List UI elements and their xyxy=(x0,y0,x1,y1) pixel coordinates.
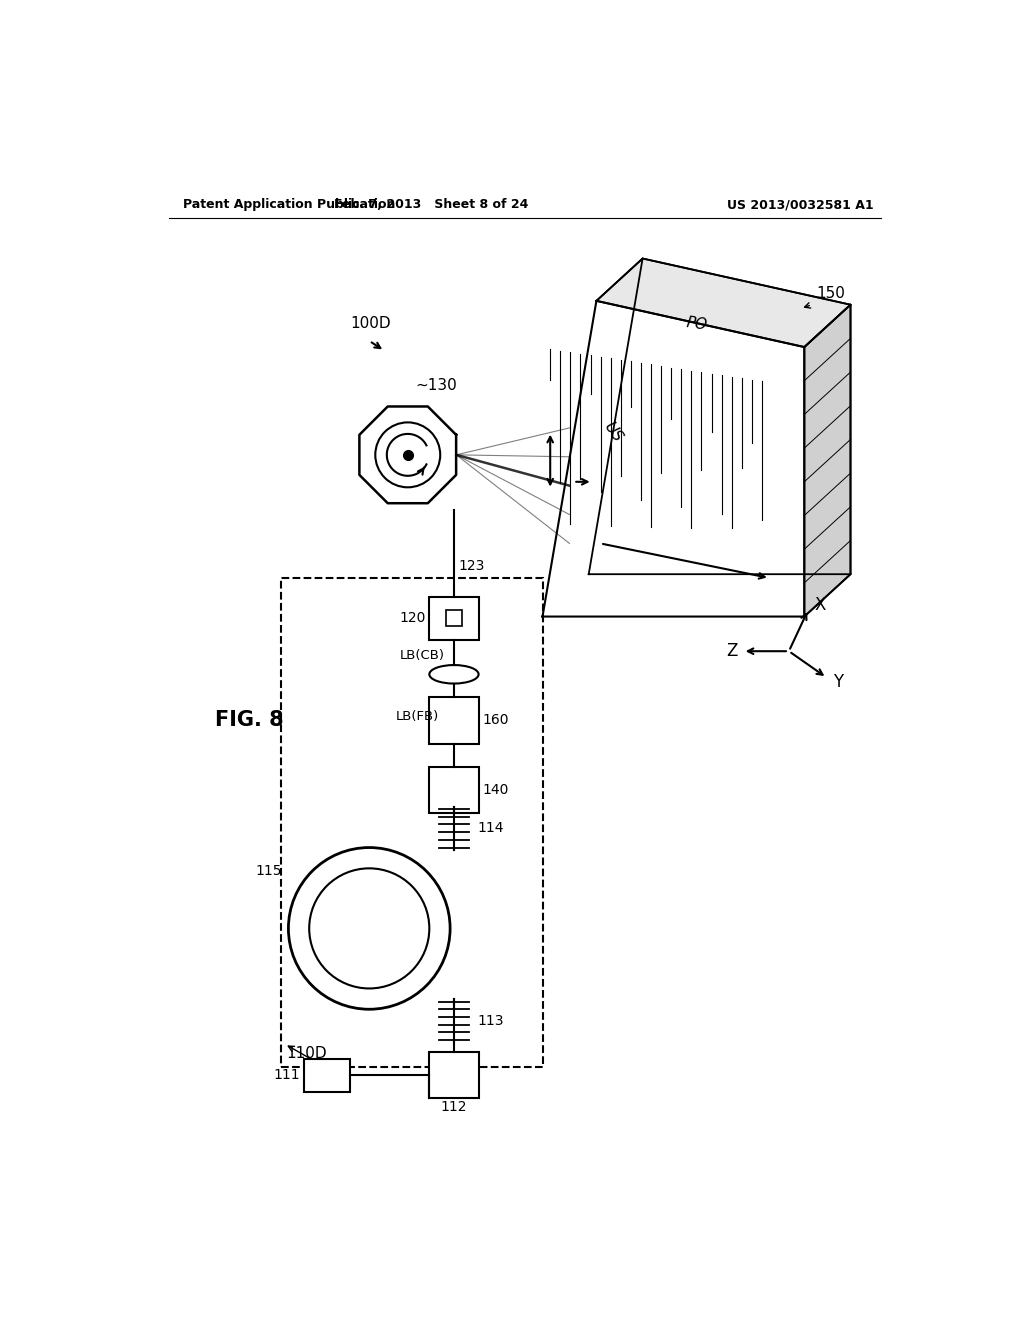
Circle shape xyxy=(289,847,451,1010)
Text: Z: Z xyxy=(726,643,737,660)
Text: PO: PO xyxy=(685,315,708,333)
Text: 120: 120 xyxy=(399,611,425,626)
Text: 140: 140 xyxy=(482,783,509,797)
Text: US 2013/0032581 A1: US 2013/0032581 A1 xyxy=(727,198,873,211)
Bar xyxy=(429,597,479,640)
Text: 115: 115 xyxy=(256,863,283,878)
Text: 113: 113 xyxy=(477,1014,504,1028)
Text: Feb. 7, 2013   Sheet 8 of 24: Feb. 7, 2013 Sheet 8 of 24 xyxy=(334,198,528,211)
Text: 100D: 100D xyxy=(350,317,390,331)
Text: FIG. 8: FIG. 8 xyxy=(215,710,284,730)
Ellipse shape xyxy=(429,665,478,684)
Bar xyxy=(429,697,479,743)
Text: 123: 123 xyxy=(459,560,485,573)
Text: ~130: ~130 xyxy=(416,378,457,393)
Text: Y: Y xyxy=(833,673,843,690)
Text: 160: 160 xyxy=(482,714,509,727)
Text: LB(FB): LB(FB) xyxy=(396,710,439,723)
Circle shape xyxy=(376,422,440,487)
Bar xyxy=(429,767,479,813)
Polygon shape xyxy=(596,259,851,347)
Text: US: US xyxy=(600,418,625,445)
Bar xyxy=(429,1052,479,1098)
Circle shape xyxy=(309,869,429,989)
Bar xyxy=(446,610,462,626)
Text: 111: 111 xyxy=(273,1068,300,1082)
Polygon shape xyxy=(359,407,456,503)
Bar xyxy=(304,1059,350,1092)
Polygon shape xyxy=(804,305,851,616)
Text: 114: 114 xyxy=(477,821,504,836)
Text: LB(CB): LB(CB) xyxy=(400,648,445,661)
Text: X: X xyxy=(815,597,826,615)
Text: 110D: 110D xyxy=(286,1045,327,1061)
Text: Patent Application Publication: Patent Application Publication xyxy=(183,198,395,211)
Bar xyxy=(281,578,543,1067)
Text: 112: 112 xyxy=(440,1100,467,1114)
Text: 150: 150 xyxy=(816,285,845,301)
